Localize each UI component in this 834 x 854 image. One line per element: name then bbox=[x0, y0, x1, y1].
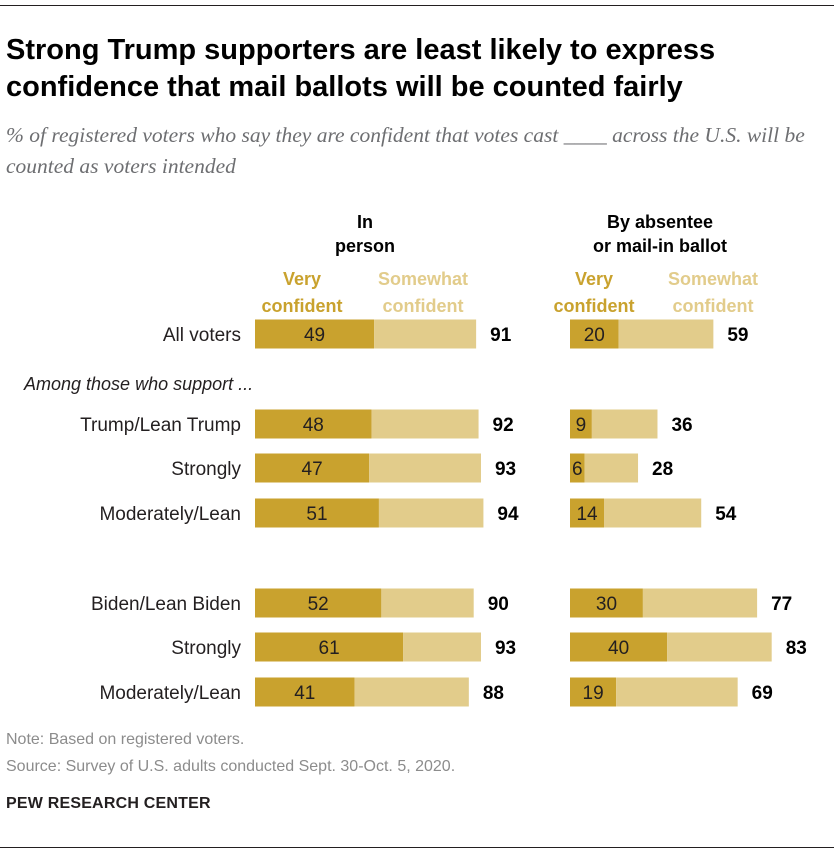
bar-very-confident bbox=[255, 498, 379, 528]
legend-line: confident bbox=[672, 296, 754, 316]
bar-somewhat-confident bbox=[667, 632, 772, 662]
total-value-label: 91 bbox=[490, 325, 512, 346]
row-label: Moderately/Lean bbox=[99, 683, 241, 704]
total-value-label: 93 bbox=[495, 459, 516, 480]
total-value-label: 90 bbox=[488, 594, 509, 615]
bar-very-confident bbox=[255, 632, 404, 662]
row-label: Biden/Lean Biden bbox=[91, 594, 241, 615]
row-label: All voters bbox=[163, 325, 241, 346]
bar-value-label: 14 bbox=[576, 504, 598, 525]
legend-line: Very bbox=[574, 269, 614, 289]
total-value-label: 94 bbox=[497, 504, 519, 525]
bar-value-label: 40 bbox=[608, 638, 629, 659]
bar-somewhat-confident bbox=[354, 677, 469, 707]
bar-very-confident bbox=[570, 498, 605, 528]
bar-value-label: 61 bbox=[319, 638, 340, 659]
legend-somewhat-confident-mail-in: Somewhat confident bbox=[652, 266, 774, 320]
bar-value-label: 30 bbox=[596, 594, 617, 615]
panel-title-line: or mail-in ballot bbox=[592, 236, 727, 256]
bar-somewhat-confident bbox=[642, 588, 758, 618]
bar-somewhat-confident bbox=[381, 588, 474, 618]
panel-title-line: By absentee bbox=[606, 212, 714, 232]
bar-value-label: 52 bbox=[308, 594, 329, 615]
total-value-label: 59 bbox=[727, 325, 748, 346]
bar-value-label: 41 bbox=[294, 683, 315, 704]
bar-very-confident bbox=[570, 632, 668, 662]
bar-very-confident bbox=[255, 588, 382, 618]
bar-very-confident bbox=[255, 319, 375, 349]
total-value-label: 77 bbox=[771, 594, 792, 615]
legend-line: Somewhat bbox=[377, 269, 469, 289]
bar-value-label: 49 bbox=[304, 325, 325, 346]
panel-title-line: person bbox=[334, 236, 395, 256]
legend-line: confident bbox=[261, 296, 343, 316]
bar-very-confident bbox=[570, 319, 619, 349]
legend-line: confident bbox=[382, 296, 464, 316]
bar-somewhat-confident bbox=[584, 453, 639, 483]
bar-very-confident bbox=[570, 588, 643, 618]
bar-somewhat-confident bbox=[374, 319, 477, 349]
chart-subtitle: % of registered voters who say they are … bbox=[6, 123, 805, 178]
bar-very-confident bbox=[255, 453, 370, 483]
bar-value-label: 6 bbox=[572, 459, 583, 480]
total-value-label: 36 bbox=[671, 415, 692, 436]
bar-somewhat-confident bbox=[369, 453, 481, 483]
legend-very-confident-in-person: Very confident bbox=[248, 266, 356, 320]
row-label: Strongly bbox=[171, 459, 241, 480]
panel-title-mail-in: By absentee or mail-in ballot bbox=[560, 210, 760, 258]
total-value-label: 28 bbox=[652, 459, 673, 480]
row-label: Trump/Lean Trump bbox=[80, 415, 241, 436]
panel-title-in-person: In person bbox=[275, 210, 455, 258]
bottom-rule bbox=[0, 847, 834, 848]
total-value-label: 54 bbox=[715, 504, 737, 525]
bar-very-confident bbox=[255, 409, 372, 439]
chart-source: Source: Survey of U.S. adults conducted … bbox=[6, 758, 456, 775]
total-value-label: 88 bbox=[483, 683, 504, 704]
bar-value-label: 47 bbox=[302, 459, 323, 480]
bar-value-label: 9 bbox=[576, 415, 587, 436]
legend-somewhat-confident-in-person: Somewhat confident bbox=[362, 266, 484, 320]
row-label: Moderately/Lean bbox=[99, 504, 241, 525]
bar-value-label: 20 bbox=[584, 325, 605, 346]
legend-line: confident bbox=[553, 296, 635, 316]
bar-somewhat-confident bbox=[604, 498, 702, 528]
bar-somewhat-confident bbox=[591, 409, 658, 439]
bar-somewhat-confident bbox=[618, 319, 714, 349]
section-label: Among those who support ... bbox=[23, 374, 253, 394]
bar-somewhat-confident bbox=[403, 632, 481, 662]
panel-title-line: In bbox=[357, 212, 373, 232]
bar-very-confident bbox=[570, 453, 585, 483]
bar-somewhat-confident bbox=[371, 409, 479, 439]
chart-note: Note: Based on registered voters. bbox=[6, 731, 245, 748]
bar-value-label: 51 bbox=[306, 504, 327, 525]
row-label: Strongly bbox=[171, 638, 241, 659]
legend-line: Very bbox=[282, 269, 322, 289]
total-value-label: 69 bbox=[752, 683, 773, 704]
bar-very-confident bbox=[570, 409, 592, 439]
total-value-label: 92 bbox=[493, 415, 514, 436]
legend-line: Somewhat bbox=[667, 269, 759, 289]
total-value-label: 83 bbox=[786, 638, 807, 659]
bar-value-label: 19 bbox=[583, 683, 604, 704]
bar-value-label: 48 bbox=[303, 415, 324, 436]
bar-somewhat-confident bbox=[378, 498, 484, 528]
bar-somewhat-confident bbox=[616, 677, 738, 707]
chart-title: Strong Trump supporters are least likely… bbox=[6, 34, 716, 103]
bar-very-confident bbox=[255, 677, 355, 707]
legend-very-confident-mail-in: Very confident bbox=[540, 266, 648, 320]
top-rule bbox=[0, 5, 834, 6]
total-value-label: 93 bbox=[495, 638, 516, 659]
brand-logo: PEW RESEARCH CENTER bbox=[6, 795, 211, 812]
bar-very-confident bbox=[570, 677, 617, 707]
